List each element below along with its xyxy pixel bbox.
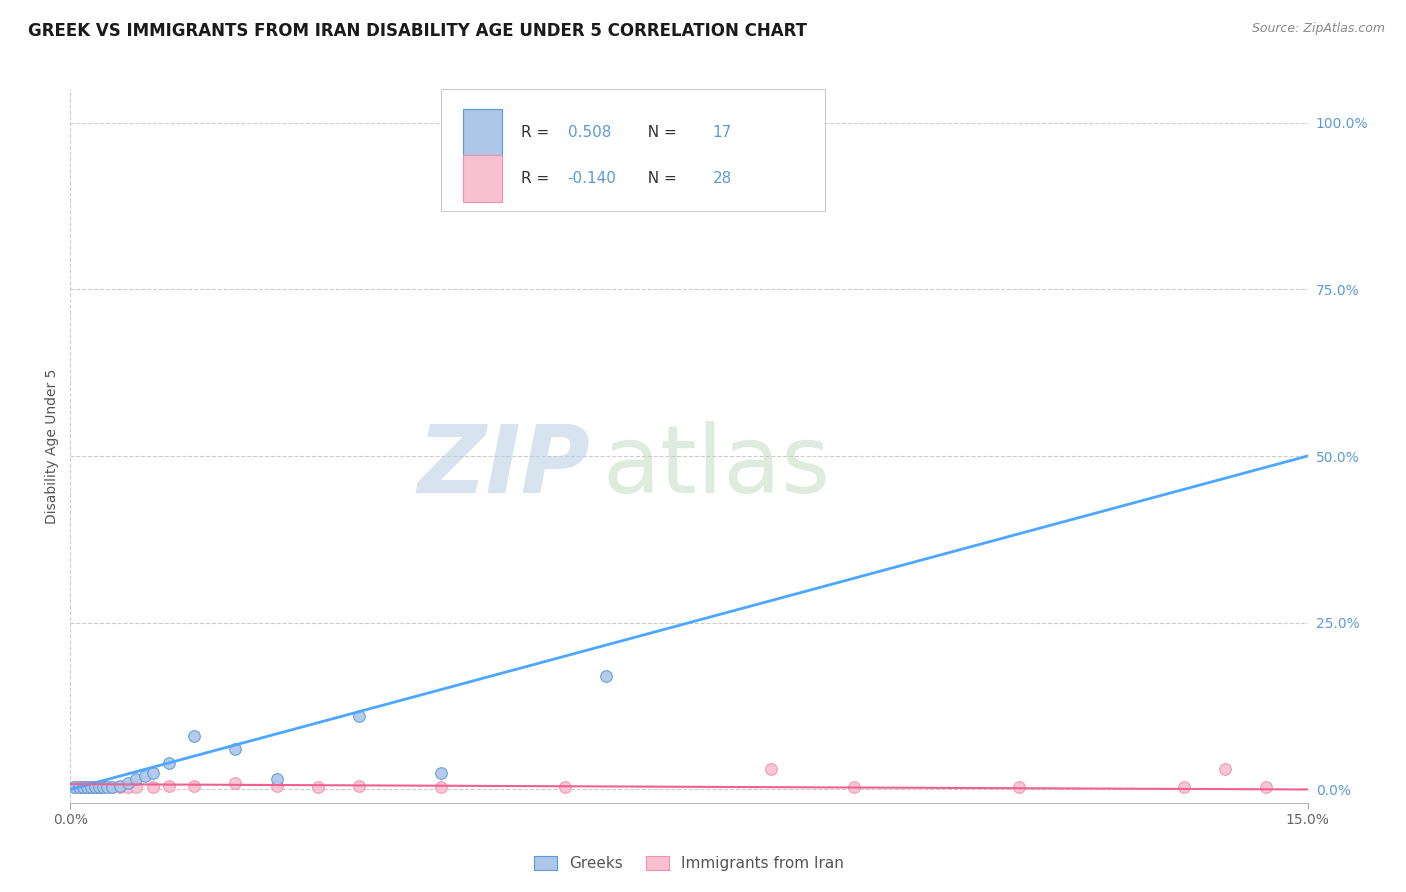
Point (67, 780, 90, 795)
Text: 17: 17 (713, 125, 731, 139)
Point (142, 765, 165, 780)
Point (347, 709, 370, 723)
Point (67, 780, 90, 795)
Point (100, 780, 122, 795)
Point (76, 780, 98, 795)
Point (84, 780, 107, 795)
Point (1213, 763, 1236, 777)
Point (84, 780, 107, 795)
Point (307, 780, 329, 795)
Text: atlas: atlas (602, 421, 831, 514)
Point (430, 765, 453, 780)
Text: Source: ZipAtlas.com: Source: ZipAtlas.com (1251, 22, 1385, 36)
Point (63, 780, 86, 795)
Text: R =: R = (520, 171, 554, 186)
Point (125, 780, 148, 795)
Point (96, 780, 118, 795)
Point (108, 779, 131, 793)
Bar (463, 155, 502, 202)
Point (183, 779, 205, 793)
Point (347, 779, 370, 793)
Point (134, 769, 156, 783)
Point (595, 669, 617, 683)
Point (100, 780, 122, 795)
Point (142, 780, 165, 795)
Point (117, 776, 139, 790)
Bar (463, 109, 502, 155)
Point (1256, 780, 1278, 795)
Point (80, 780, 103, 795)
Point (89, 780, 111, 795)
Point (108, 780, 131, 795)
Point (125, 772, 148, 787)
Point (183, 729, 205, 743)
Point (224, 742, 246, 756)
Point (842, 780, 865, 795)
Point (637, 115, 659, 129)
Text: -0.140: -0.140 (568, 171, 617, 186)
Text: 0.508: 0.508 (568, 125, 612, 139)
Point (91, 780, 114, 795)
Text: 28: 28 (713, 171, 731, 186)
Point (1173, 780, 1195, 795)
Point (157, 756, 180, 770)
Legend: Greeks, Immigrants from Iran: Greeks, Immigrants from Iran (527, 850, 851, 877)
Point (1008, 780, 1031, 795)
Point (72, 780, 94, 795)
Point (430, 780, 453, 795)
Point (89, 780, 111, 795)
FancyBboxPatch shape (441, 89, 825, 211)
Text: N =: N = (638, 125, 682, 139)
Point (157, 779, 180, 793)
Point (266, 772, 288, 787)
Point (80, 780, 103, 795)
Point (91, 780, 114, 795)
Y-axis label: Disability Age Under 5: Disability Age Under 5 (45, 368, 59, 524)
Point (224, 776, 246, 790)
Point (554, 780, 576, 795)
Point (72, 780, 94, 795)
Point (76, 780, 98, 795)
Point (63, 780, 86, 795)
Point (266, 779, 288, 793)
Point (761, 763, 783, 777)
Text: R =: R = (520, 125, 554, 139)
Text: N =: N = (638, 171, 682, 186)
Text: ZIP: ZIP (418, 421, 591, 514)
Text: GREEK VS IMMIGRANTS FROM IRAN DISABILITY AGE UNDER 5 CORRELATION CHART: GREEK VS IMMIGRANTS FROM IRAN DISABILITY… (28, 22, 807, 40)
Point (117, 780, 139, 795)
